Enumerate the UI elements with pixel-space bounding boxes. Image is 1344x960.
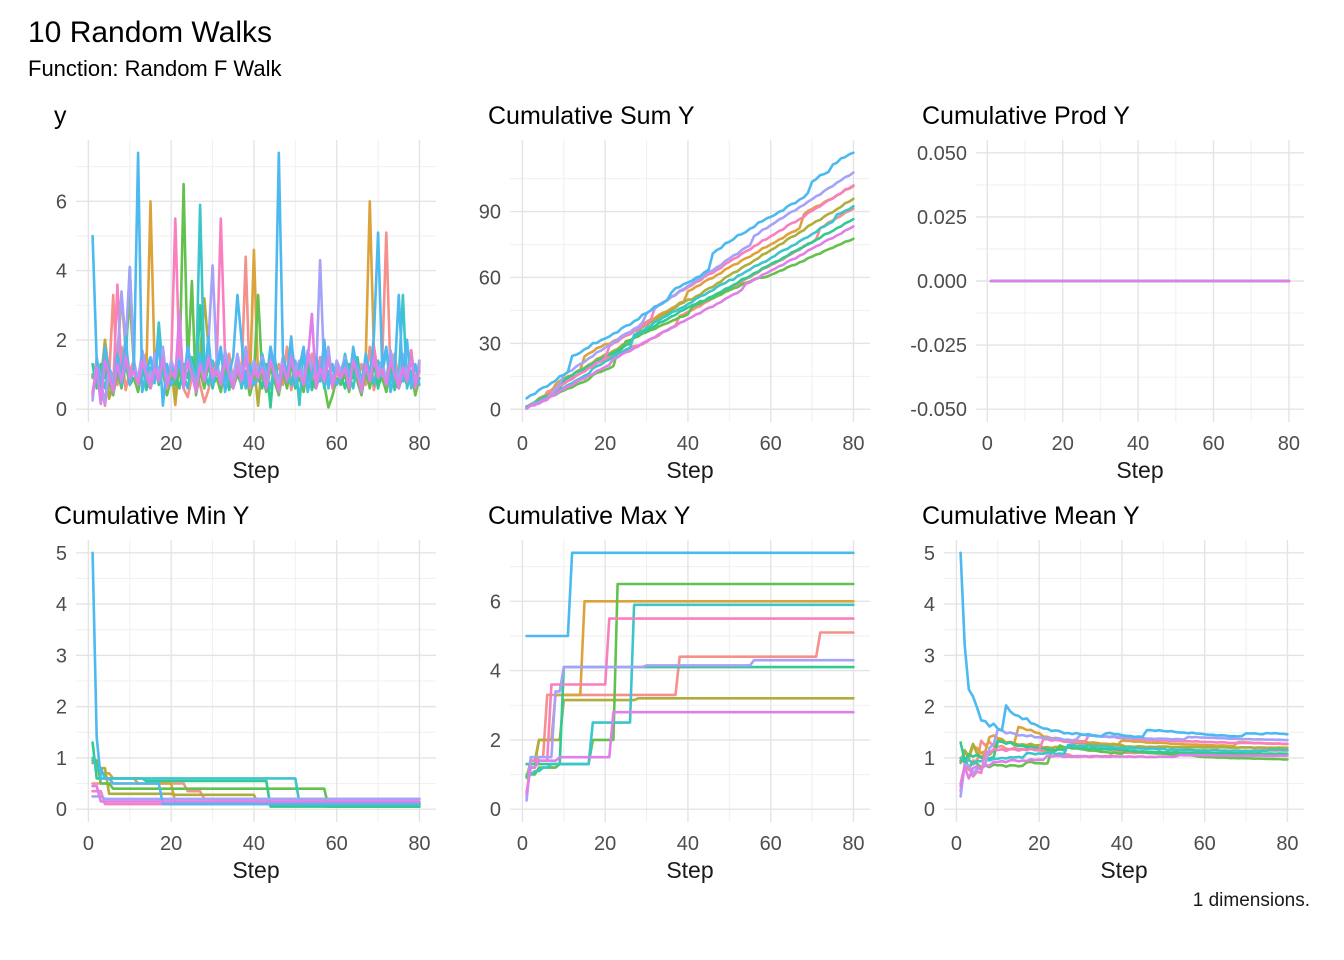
svg-text:-0.025: -0.025 xyxy=(910,335,967,357)
svg-text:20: 20 xyxy=(160,833,182,855)
plot-header: 10 Random Walks Function: Random F Walk xyxy=(28,14,1316,84)
svg-text:90: 90 xyxy=(479,202,501,224)
svg-text:20: 20 xyxy=(160,433,182,455)
svg-text:0: 0 xyxy=(83,433,94,455)
panel-y-plot: 0 20 40 60 80 0 2 4 6 Step xyxy=(28,132,448,485)
panel-cummean-plot: 0 20 40 60 80 0 1 2 3 4 5 Step xyxy=(896,532,1316,885)
svg-text:4: 4 xyxy=(56,261,67,283)
svg-text:30: 30 xyxy=(479,334,501,356)
svg-text:Step: Step xyxy=(1100,857,1147,883)
panel-cumsum-plot: 0 20 40 60 80 0 30 60 90 Step xyxy=(462,132,882,485)
panel-cummean-title: Cumulative Mean Y xyxy=(922,502,1140,531)
svg-text:3: 3 xyxy=(56,646,67,668)
svg-text:0: 0 xyxy=(490,799,501,821)
svg-text:0: 0 xyxy=(490,400,501,422)
panel-cummax: Cumulative Max Y 0 20 40 60 80 0 2 4 6 Step xyxy=(462,496,882,885)
svg-text:Step: Step xyxy=(232,857,279,883)
svg-text:80: 80 xyxy=(1276,833,1298,855)
svg-text:5: 5 xyxy=(924,543,935,565)
svg-text:60: 60 xyxy=(760,833,782,855)
page-title: 10 Random Walks xyxy=(28,16,272,49)
svg-text:Step: Step xyxy=(1116,457,1163,483)
svg-text:60: 60 xyxy=(326,433,348,455)
svg-text:0: 0 xyxy=(924,799,935,821)
svg-text:60: 60 xyxy=(1194,833,1216,855)
panel-cumprod: Cumulative Prod Y 0 20 40 60 80 0.050 0.025 0.0… xyxy=(896,96,1316,485)
svg-text:40: 40 xyxy=(677,833,699,855)
panel-cummax-title: Cumulative Max Y xyxy=(488,502,691,531)
svg-text:Step: Step xyxy=(666,857,713,883)
panel-cummin-plot: 0 20 40 60 80 0 1 2 3 4 5 Step xyxy=(28,532,448,885)
svg-text:4: 4 xyxy=(490,661,501,683)
svg-text:80: 80 xyxy=(1278,433,1300,455)
svg-text:40: 40 xyxy=(243,433,265,455)
svg-text:40: 40 xyxy=(1111,833,1133,855)
panel-cumprod-title: Cumulative Prod Y xyxy=(922,102,1130,131)
svg-text:6: 6 xyxy=(490,592,501,614)
svg-text:80: 80 xyxy=(408,833,430,855)
svg-text:0: 0 xyxy=(951,833,962,855)
svg-text:6: 6 xyxy=(56,192,67,214)
svg-text:40: 40 xyxy=(243,833,265,855)
svg-text:2: 2 xyxy=(56,697,67,719)
panel-y-title: y xyxy=(54,102,67,131)
svg-text:0: 0 xyxy=(517,833,528,855)
panel-cumprod-plot: 0 20 40 60 80 0.050 0.025 0.000 -0.025 -0.050 Step xyxy=(896,132,1316,485)
panel-cumsum-title: Cumulative Sum Y xyxy=(488,102,695,131)
caption: 1 dimensions. xyxy=(1192,890,1310,912)
svg-text:-0.050: -0.050 xyxy=(910,399,967,421)
svg-text:2: 2 xyxy=(490,730,501,752)
svg-text:0: 0 xyxy=(517,433,528,455)
svg-text:80: 80 xyxy=(842,433,864,455)
svg-text:1: 1 xyxy=(56,748,67,770)
svg-text:2: 2 xyxy=(56,330,67,352)
svg-text:20: 20 xyxy=(1028,833,1050,855)
panel-grid: y 0 20 40 60 80 0 2 4 6 Step Cumulative Sum Y 0 20… xyxy=(28,96,1316,885)
page-subtitle: Function: Random F Walk xyxy=(28,55,282,81)
svg-text:60: 60 xyxy=(479,268,501,290)
svg-text:0: 0 xyxy=(982,433,993,455)
panel-cumsum: Cumulative Sum Y 0 20 40 60 80 0 30 60 90 Step xyxy=(462,96,882,485)
panel-cummin: Cumulative Min Y 0 20 40 60 80 0 1 2 3 4 5 Step xyxy=(28,496,448,885)
svg-text:20: 20 xyxy=(594,433,616,455)
panel-y: y 0 20 40 60 80 0 2 4 6 Step xyxy=(28,96,448,485)
svg-text:60: 60 xyxy=(1202,433,1224,455)
panel-cummean: Cumulative Mean Y 0 20 40 60 80 0 1 2 3 4 5 Step xyxy=(896,496,1316,885)
svg-text:1: 1 xyxy=(924,748,935,770)
svg-text:0: 0 xyxy=(56,799,67,821)
svg-text:60: 60 xyxy=(760,433,782,455)
svg-text:0: 0 xyxy=(56,399,67,421)
svg-text:0.025: 0.025 xyxy=(917,207,967,229)
panel-cummin-title: Cumulative Min Y xyxy=(54,502,250,531)
svg-text:0.050: 0.050 xyxy=(917,143,967,165)
svg-text:4: 4 xyxy=(924,594,935,616)
svg-text:40: 40 xyxy=(677,433,699,455)
svg-text:80: 80 xyxy=(842,833,864,855)
svg-text:Step: Step xyxy=(232,457,279,483)
svg-text:20: 20 xyxy=(1052,433,1074,455)
svg-text:40: 40 xyxy=(1127,433,1149,455)
panel-cummax-plot: 0 20 40 60 80 0 2 4 6 Step xyxy=(462,532,882,885)
svg-text:0: 0 xyxy=(83,833,94,855)
svg-text:60: 60 xyxy=(326,833,348,855)
svg-text:80: 80 xyxy=(408,433,430,455)
svg-text:4: 4 xyxy=(56,594,67,616)
svg-text:Step: Step xyxy=(666,457,713,483)
svg-text:0.000: 0.000 xyxy=(917,271,967,293)
svg-text:2: 2 xyxy=(924,697,935,719)
svg-text:3: 3 xyxy=(924,646,935,668)
svg-text:5: 5 xyxy=(56,543,67,565)
svg-text:20: 20 xyxy=(594,833,616,855)
